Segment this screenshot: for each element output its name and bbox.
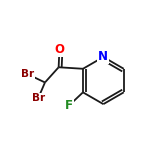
Text: Br: Br bbox=[32, 93, 45, 103]
Text: N: N bbox=[98, 50, 108, 64]
Text: Br: Br bbox=[21, 69, 34, 79]
Text: O: O bbox=[54, 43, 64, 56]
Text: F: F bbox=[65, 99, 73, 112]
